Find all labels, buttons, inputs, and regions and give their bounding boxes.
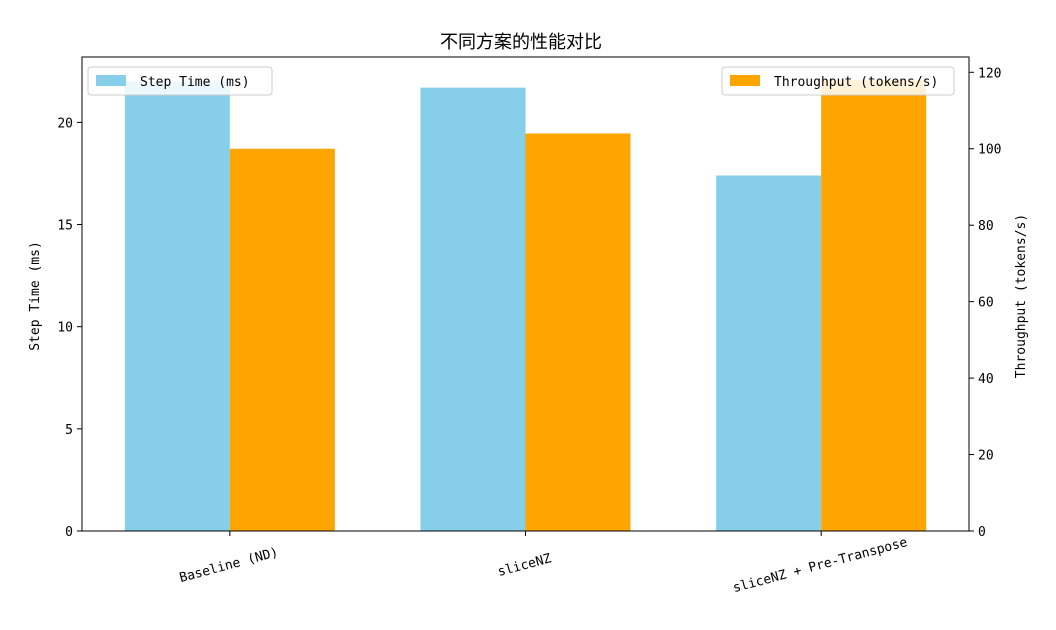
bar-throughput-0 (229, 148, 335, 531)
x-tick-label-0: Baseline (ND) (178, 545, 280, 586)
legend-step-time-label: Step Time (ms) (140, 75, 250, 90)
x-tick-label-2: sliceNZ + Pre-Transpose (731, 535, 909, 596)
legend-throughput: Throughput (tokens/s) (721, 66, 955, 96)
bar-throughput-2 (821, 79, 927, 531)
y-tick-label-right-0: 0 (978, 525, 986, 540)
x-tick-label-1: sliceNZ (496, 551, 553, 580)
legend-throughput-swatch (730, 75, 760, 86)
bars-layer (124, 79, 927, 532)
y-tick-label-left-1: 5 (65, 423, 73, 438)
y-tick-label-right-4: 80 (978, 219, 994, 234)
y-tick-label-left-4: 20 (57, 116, 73, 131)
y-tick-label-right-1: 20 (978, 449, 994, 464)
bar-step-time-1 (420, 87, 526, 532)
bar-step-time-0 (124, 81, 230, 531)
legend-step-time: Step Time (ms) (87, 66, 273, 96)
y-axis-label-right: Throughput (tokens/s) (1014, 214, 1029, 378)
legend-throughput-label: Throughput (tokens/s) (774, 75, 938, 90)
chart-title: 不同方案的性能对比 (440, 32, 602, 53)
y-tick-label-right-5: 100 (978, 143, 1001, 158)
y-tick-label-right-3: 60 (978, 296, 994, 311)
legend-throughput-frame (721, 66, 955, 96)
legend-step-time-swatch (96, 75, 126, 86)
bar-throughput-1 (525, 133, 631, 532)
y-tick-label-left-2: 10 (57, 321, 73, 336)
y-tick-label-right-2: 40 (978, 372, 994, 387)
y-tick-label-left-0: 0 (65, 525, 73, 540)
y-tick-label-left-3: 15 (57, 219, 73, 234)
plot-frame (81, 56, 970, 532)
y-tick-label-right-6: 120 (978, 66, 1001, 81)
legend-step-time-frame (87, 66, 273, 96)
y-axis-label-left: Step Time (ms) (28, 241, 43, 351)
bar-step-time-2 (716, 175, 822, 531)
